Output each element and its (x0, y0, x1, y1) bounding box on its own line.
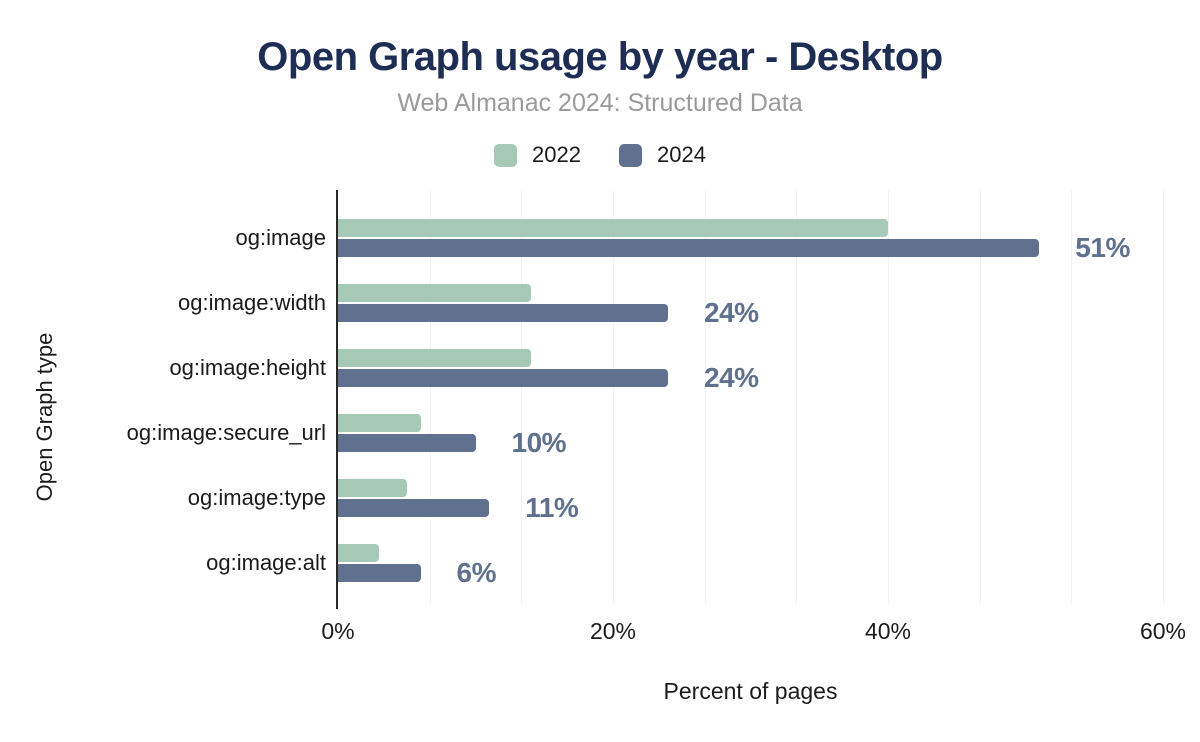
bar-2024-og-image-height (338, 369, 668, 387)
gridline (796, 190, 798, 605)
value-label-og-image-type: 11% (525, 492, 579, 523)
gridline (1163, 190, 1164, 605)
bar-2022-og-image-alt (338, 544, 380, 562)
bar-2024-og-image-width (338, 304, 668, 322)
x-tick-label-60: 60% (1139, 618, 1187, 644)
chart-subtitle: Web Almanac 2024: Structured Data (397, 89, 803, 117)
x-tick-label-0: 0% (321, 618, 355, 644)
category-label-og-image-type: og:image:type (187, 485, 326, 510)
legend-swatch-2022 (494, 143, 518, 167)
x-tick-label-40: 40% (864, 618, 912, 644)
x-axis-title: Percent of pages (663, 678, 838, 704)
category-label-og-image-height: og:image:height (169, 355, 326, 380)
legend-item-2022: 2022 (494, 142, 581, 168)
bar-2024-og-image-alt (338, 564, 421, 582)
value-label-og-image-secure-url: 10% (511, 427, 567, 458)
bar-2022-og-image-height (338, 349, 531, 367)
y-axis-title: Open Graph type (32, 332, 57, 502)
gridline (1071, 190, 1073, 605)
value-label-og-image-alt: 6% (456, 557, 497, 588)
category-label-og-image: og:image (235, 225, 326, 250)
legend-label-2024: 2024 (657, 142, 706, 167)
bar-2022-og-image-secure-url (338, 414, 421, 432)
bar-2022-og-image-width (338, 284, 531, 302)
category-label-og-image-secure-url: og:image:secure_url (126, 420, 326, 445)
legend-swatch-2024 (619, 143, 642, 167)
value-label-og-image: 51% (1075, 232, 1130, 263)
category-label-og-image-width: og:image:width (178, 290, 326, 315)
bar-2022-og-image-type (338, 479, 407, 497)
gridline (613, 190, 614, 605)
gridline (521, 190, 523, 605)
gridline (979, 190, 981, 605)
chart-title: Open Graph usage by year - Desktop (257, 35, 943, 79)
gridline (704, 190, 706, 605)
gridline (429, 190, 431, 605)
bar-2024-og-image-type (338, 499, 490, 517)
legend-label-2022: 2022 (532, 142, 581, 167)
bar-2024-og-image (338, 239, 1040, 257)
gridline (888, 190, 889, 605)
legend-item-2024: 2024 (619, 142, 706, 168)
value-label-og-image-height: 24% (704, 362, 759, 393)
category-label-og-image-alt: og:image:alt (206, 550, 326, 575)
value-label-og-image-width: 24% (704, 297, 759, 328)
chart-legend: 2022 2024 (0, 142, 1200, 168)
y-axis-line (336, 190, 338, 609)
bar-2022-og-image (338, 219, 888, 237)
bar-2024-og-image-secure-url (338, 434, 476, 452)
x-tick-label-20: 20% (589, 618, 637, 644)
